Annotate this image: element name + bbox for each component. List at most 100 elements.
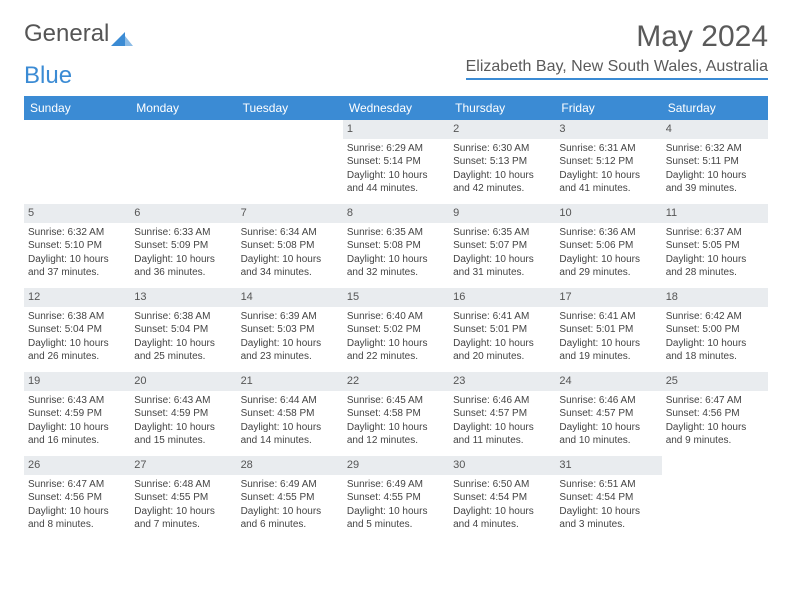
daylight-text: Daylight: 10 hours and 9 minutes. xyxy=(666,421,764,448)
day-cell: 17Sunrise: 6:41 AMSunset: 5:01 PMDayligh… xyxy=(555,288,661,372)
day-cell xyxy=(237,120,343,204)
sunrise-text: Sunrise: 6:50 AM xyxy=(453,478,551,492)
sunset-text: Sunset: 4:56 PM xyxy=(666,407,764,421)
calendar: Sunday Monday Tuesday Wednesday Thursday… xyxy=(24,96,768,540)
daylight-text: Daylight: 10 hours and 42 minutes. xyxy=(453,169,551,196)
day-number: 3 xyxy=(555,120,661,139)
day-cell: 23Sunrise: 6:46 AMSunset: 4:57 PMDayligh… xyxy=(449,372,555,456)
daylight-text: Daylight: 10 hours and 29 minutes. xyxy=(559,253,657,280)
sunset-text: Sunset: 5:14 PM xyxy=(347,155,445,169)
day-number: 19 xyxy=(24,372,130,391)
daylight-text: Daylight: 10 hours and 15 minutes. xyxy=(134,421,232,448)
daylight-text: Daylight: 10 hours and 23 minutes. xyxy=(241,337,339,364)
day-cell: 24Sunrise: 6:46 AMSunset: 4:57 PMDayligh… xyxy=(555,372,661,456)
sunrise-text: Sunrise: 6:46 AM xyxy=(559,394,657,408)
day-cell: 12Sunrise: 6:38 AMSunset: 5:04 PMDayligh… xyxy=(24,288,130,372)
daylight-text: Daylight: 10 hours and 26 minutes. xyxy=(28,337,126,364)
day-cell: 31Sunrise: 6:51 AMSunset: 4:54 PMDayligh… xyxy=(555,456,661,540)
daylight-text: Daylight: 10 hours and 12 minutes. xyxy=(347,421,445,448)
daylight-text: Daylight: 10 hours and 34 minutes. xyxy=(241,253,339,280)
sunset-text: Sunset: 4:54 PM xyxy=(559,491,657,505)
sunset-text: Sunset: 5:08 PM xyxy=(347,239,445,253)
sunrise-text: Sunrise: 6:51 AM xyxy=(559,478,657,492)
day-cell: 14Sunrise: 6:39 AMSunset: 5:03 PMDayligh… xyxy=(237,288,343,372)
daylight-text: Daylight: 10 hours and 20 minutes. xyxy=(453,337,551,364)
day-cell: 7Sunrise: 6:34 AMSunset: 5:08 PMDaylight… xyxy=(237,204,343,288)
sunrise-text: Sunrise: 6:41 AM xyxy=(559,310,657,324)
day-cell: 26Sunrise: 6:47 AMSunset: 4:56 PMDayligh… xyxy=(24,456,130,540)
sunset-text: Sunset: 4:55 PM xyxy=(241,491,339,505)
daylight-text: Daylight: 10 hours and 41 minutes. xyxy=(559,169,657,196)
daylight-text: Daylight: 10 hours and 11 minutes. xyxy=(453,421,551,448)
sunrise-text: Sunrise: 6:35 AM xyxy=(347,226,445,240)
sunset-text: Sunset: 4:56 PM xyxy=(28,491,126,505)
day-number: 10 xyxy=(555,204,661,223)
day-number: 21 xyxy=(237,372,343,391)
sunset-text: Sunset: 5:01 PM xyxy=(453,323,551,337)
day-cell: 4Sunrise: 6:32 AMSunset: 5:11 PMDaylight… xyxy=(662,120,768,204)
day-cell: 30Sunrise: 6:50 AMSunset: 4:54 PMDayligh… xyxy=(449,456,555,540)
sunrise-text: Sunrise: 6:45 AM xyxy=(347,394,445,408)
daylight-text: Daylight: 10 hours and 14 minutes. xyxy=(241,421,339,448)
sunrise-text: Sunrise: 6:47 AM xyxy=(28,478,126,492)
sunset-text: Sunset: 4:59 PM xyxy=(134,407,232,421)
day-number: 1 xyxy=(343,120,449,139)
day-number: 27 xyxy=(130,456,236,475)
weekday-header: Sunday xyxy=(24,96,130,120)
day-cell xyxy=(24,120,130,204)
daylight-text: Daylight: 10 hours and 37 minutes. xyxy=(28,253,126,280)
sunrise-text: Sunrise: 6:47 AM xyxy=(666,394,764,408)
month-title: May 2024 xyxy=(466,20,768,54)
sunrise-text: Sunrise: 6:36 AM xyxy=(559,226,657,240)
day-cell xyxy=(662,456,768,540)
day-cell: 19Sunrise: 6:43 AMSunset: 4:59 PMDayligh… xyxy=(24,372,130,456)
day-cell: 18Sunrise: 6:42 AMSunset: 5:00 PMDayligh… xyxy=(662,288,768,372)
day-number: 11 xyxy=(662,204,768,223)
day-cell xyxy=(130,120,236,204)
day-cell: 29Sunrise: 6:49 AMSunset: 4:55 PMDayligh… xyxy=(343,456,449,540)
week-row: 5Sunrise: 6:32 AMSunset: 5:10 PMDaylight… xyxy=(24,204,768,288)
day-cell: 6Sunrise: 6:33 AMSunset: 5:09 PMDaylight… xyxy=(130,204,236,288)
weekday-header-row: Sunday Monday Tuesday Wednesday Thursday… xyxy=(24,96,768,120)
day-number: 29 xyxy=(343,456,449,475)
sunset-text: Sunset: 5:11 PM xyxy=(666,155,764,169)
sunset-text: Sunset: 4:58 PM xyxy=(241,407,339,421)
daylight-text: Daylight: 10 hours and 19 minutes. xyxy=(559,337,657,364)
weekday-header: Tuesday xyxy=(237,96,343,120)
day-number: 30 xyxy=(449,456,555,475)
sunrise-text: Sunrise: 6:33 AM xyxy=(134,226,232,240)
day-cell: 8Sunrise: 6:35 AMSunset: 5:08 PMDaylight… xyxy=(343,204,449,288)
weeks-container: 1Sunrise: 6:29 AMSunset: 5:14 PMDaylight… xyxy=(24,120,768,540)
day-number: 23 xyxy=(449,372,555,391)
day-cell: 28Sunrise: 6:49 AMSunset: 4:55 PMDayligh… xyxy=(237,456,343,540)
daylight-text: Daylight: 10 hours and 28 minutes. xyxy=(666,253,764,280)
sunrise-text: Sunrise: 6:34 AM xyxy=(241,226,339,240)
day-cell: 16Sunrise: 6:41 AMSunset: 5:01 PMDayligh… xyxy=(449,288,555,372)
day-cell: 2Sunrise: 6:30 AMSunset: 5:13 PMDaylight… xyxy=(449,120,555,204)
sunset-text: Sunset: 5:00 PM xyxy=(666,323,764,337)
sunrise-text: Sunrise: 6:37 AM xyxy=(666,226,764,240)
sunrise-text: Sunrise: 6:43 AM xyxy=(134,394,232,408)
title-block: May 2024 Elizabeth Bay, New South Wales,… xyxy=(466,20,768,80)
daylight-text: Daylight: 10 hours and 44 minutes. xyxy=(347,169,445,196)
sunset-text: Sunset: 5:01 PM xyxy=(559,323,657,337)
sunset-text: Sunset: 5:05 PM xyxy=(666,239,764,253)
daylight-text: Daylight: 10 hours and 25 minutes. xyxy=(134,337,232,364)
sunrise-text: Sunrise: 6:32 AM xyxy=(666,142,764,156)
daylight-text: Daylight: 10 hours and 4 minutes. xyxy=(453,505,551,532)
day-number: 12 xyxy=(24,288,130,307)
weekday-header: Monday xyxy=(130,96,236,120)
week-row: 19Sunrise: 6:43 AMSunset: 4:59 PMDayligh… xyxy=(24,372,768,456)
sunrise-text: Sunrise: 6:41 AM xyxy=(453,310,551,324)
day-number: 2 xyxy=(449,120,555,139)
sunrise-text: Sunrise: 6:44 AM xyxy=(241,394,339,408)
day-cell: 5Sunrise: 6:32 AMSunset: 5:10 PMDaylight… xyxy=(24,204,130,288)
daylight-text: Daylight: 10 hours and 3 minutes. xyxy=(559,505,657,532)
daylight-text: Daylight: 10 hours and 10 minutes. xyxy=(559,421,657,448)
location-text: Elizabeth Bay, New South Wales, Australi… xyxy=(466,58,768,80)
sunset-text: Sunset: 5:12 PM xyxy=(559,155,657,169)
day-cell: 3 Sunrise: 6:31 AMSunset: 5:12 PMDaylight… xyxy=(555,120,661,204)
sunset-text: Sunset: 5:06 PM xyxy=(559,239,657,253)
sunrise-text: Sunrise: 6:31 AM xyxy=(559,142,657,156)
day-number: 20 xyxy=(130,372,236,391)
